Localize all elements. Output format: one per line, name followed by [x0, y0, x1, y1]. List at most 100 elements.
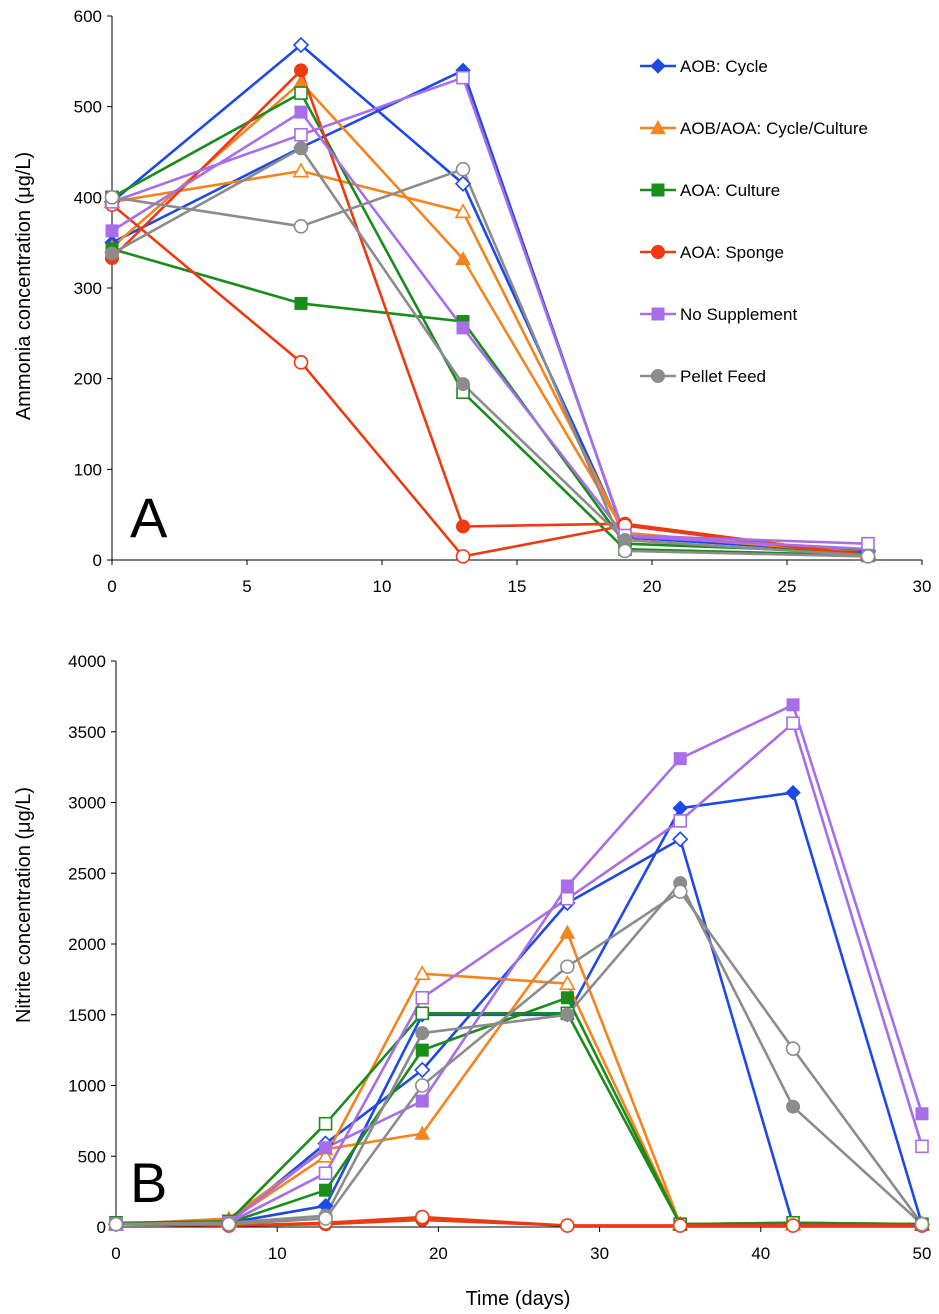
- panel-a-label: A: [130, 486, 168, 549]
- panel-a-y-tick-label: 100: [74, 460, 102, 479]
- panel-b-data-point: [108, 1216, 124, 1232]
- panel-a-data-point: [456, 70, 470, 85]
- panel-b-data-point: [319, 1141, 333, 1155]
- panel-b-data-point: [414, 1061, 431, 1079]
- panel-b-series-line: [115, 972, 922, 1226]
- panel-b-y-tick-label: 500: [78, 1147, 106, 1166]
- panel-a-x-tick-label: 0: [107, 577, 116, 596]
- legend-label: Pellet Feed: [680, 367, 766, 386]
- panel-b-x-tick-label: 10: [268, 1244, 287, 1263]
- panel-b-y-tick-label: 0: [97, 1218, 106, 1237]
- panel-b-data-point: [415, 990, 430, 1005]
- panel-b-data-point: [914, 1216, 930, 1232]
- panel-a-data-point: [617, 543, 633, 559]
- panel-b-series-line: [115, 703, 924, 1226]
- panel-b-data-point: [672, 831, 689, 848]
- panel-b-data-point: [414, 1125, 431, 1140]
- panel-b-series-line: [115, 1011, 923, 1226]
- panel-b-data-point: [560, 959, 575, 974]
- panel-b-x-tick-label: 40: [751, 1244, 770, 1263]
- panel-a-data-point: [294, 296, 308, 310]
- panel-b-data-point: [559, 974, 576, 991]
- panel-a-x-tick-label: 5: [242, 577, 251, 596]
- panel-a-series-line: [111, 110, 869, 551]
- panel-b-data-point: [915, 1107, 929, 1121]
- panel-a-y-tick-label: 0: [93, 551, 102, 570]
- panel-b-y-tick-label: 4000: [68, 652, 106, 671]
- panel-a-ylabel: Ammonia concentration (μg/L): [13, 152, 35, 420]
- panel-a-y-tick-label: 300: [74, 279, 102, 298]
- panel-a-data-point: [294, 86, 308, 100]
- panel-b-label: B: [130, 1151, 167, 1214]
- panel-b-data-point: [559, 924, 576, 939]
- panel-b-data-point: [786, 698, 800, 712]
- panel-a-data-point: [860, 549, 876, 564]
- panel-a-x-tick-label: 25: [778, 577, 797, 596]
- legend-marker: [651, 307, 665, 321]
- panel-b-y-tick-label: 1000: [68, 1077, 106, 1096]
- panel-b-ylabel: Nitrite concentration (μg/L): [13, 787, 35, 1023]
- panel-b-data-point: [319, 1183, 333, 1197]
- panel-b-data-point: [318, 1116, 333, 1131]
- panel-a-data-point: [455, 161, 471, 177]
- panel-b-data-point: [317, 1147, 334, 1163]
- panel-b-data-point: [560, 891, 575, 906]
- panel-b-data-point: [415, 1006, 430, 1021]
- panel-a-data-point: [104, 190, 120, 205]
- panel-b-xlabel: Time (days): [466, 1288, 571, 1310]
- panel-b-data-point: [672, 800, 688, 816]
- panel-b-data-point: [318, 1211, 333, 1226]
- panel-b-series-line: [115, 931, 922, 1226]
- panel-b-series-line: [116, 890, 924, 1226]
- panel-a-data-point: [293, 219, 309, 234]
- panel-b-data-point: [560, 991, 574, 1005]
- panel-b-data-point: [672, 1218, 688, 1233]
- panel-b-series-line: [115, 721, 924, 1226]
- legend-label: AOB: Cycle: [680, 57, 768, 76]
- panel-b-data-point: [221, 1216, 237, 1232]
- panel-b-series-line: [115, 837, 922, 1226]
- panel-a-data-point: [294, 141, 308, 156]
- panel-b-data-point: [672, 884, 688, 899]
- panel-a: Ammonia concentration (μg/L) A 010020030…: [13, 7, 931, 596]
- panel-a-data-point: [292, 162, 310, 178]
- panel-b-data-point: [415, 1094, 429, 1108]
- legend-label: AOA: Sponge: [680, 243, 784, 262]
- panel-b: Nitrite concentration (μg/L) Time (days)…: [13, 652, 931, 1310]
- panel-b-y-tick-label: 1500: [68, 1006, 106, 1025]
- panel-b-data-point: [560, 1218, 575, 1233]
- panel-b-data-point: [673, 814, 688, 828]
- panel-b-data-point: [415, 1043, 429, 1057]
- panel-a-x-tick-label: 20: [643, 577, 662, 596]
- panel-b-y-tick-label: 3500: [68, 723, 106, 742]
- panel-b-data-point: [785, 1218, 801, 1233]
- legend-marker: [651, 183, 665, 197]
- panel-a-data-point: [861, 536, 875, 551]
- panel-a-y-tick-label: 600: [74, 7, 102, 26]
- panel-b-data-point: [673, 752, 687, 766]
- panel-b-x-tick-label: 30: [590, 1244, 609, 1263]
- legend-label: No Supplement: [680, 305, 797, 324]
- panel-a-data-point: [292, 36, 310, 54]
- panel-a-series-line: [111, 247, 869, 554]
- panel-b-data-point: [915, 1139, 929, 1154]
- panel-b-data-point: [786, 716, 800, 731]
- panel-b-x-tick-label: 50: [913, 1244, 932, 1263]
- panel-a-x-tick-label: 10: [373, 577, 392, 596]
- panel-a-y-tick-label: 200: [74, 370, 102, 389]
- panel-a-data-point: [455, 549, 471, 564]
- legend-label: AOB/AOA: Cycle/Culture: [680, 119, 868, 138]
- panel-a-data-point: [455, 250, 471, 266]
- panel-b-data-point: [415, 1026, 430, 1041]
- panel-b-data-point: [414, 1078, 430, 1093]
- panel-b-x-tick-label: 0: [111, 1244, 120, 1263]
- panel-a-data-point: [456, 321, 470, 335]
- panel-a-data-point: [294, 105, 308, 119]
- panel-a-y-tick-label: 500: [74, 98, 102, 117]
- panel-b-data-point: [413, 965, 431, 981]
- panel-a-data-point: [294, 127, 308, 142]
- panel-a-data-point: [105, 246, 119, 261]
- panel-a-data-point: [294, 63, 308, 78]
- panel-b-x-tick-label: 20: [429, 1244, 448, 1263]
